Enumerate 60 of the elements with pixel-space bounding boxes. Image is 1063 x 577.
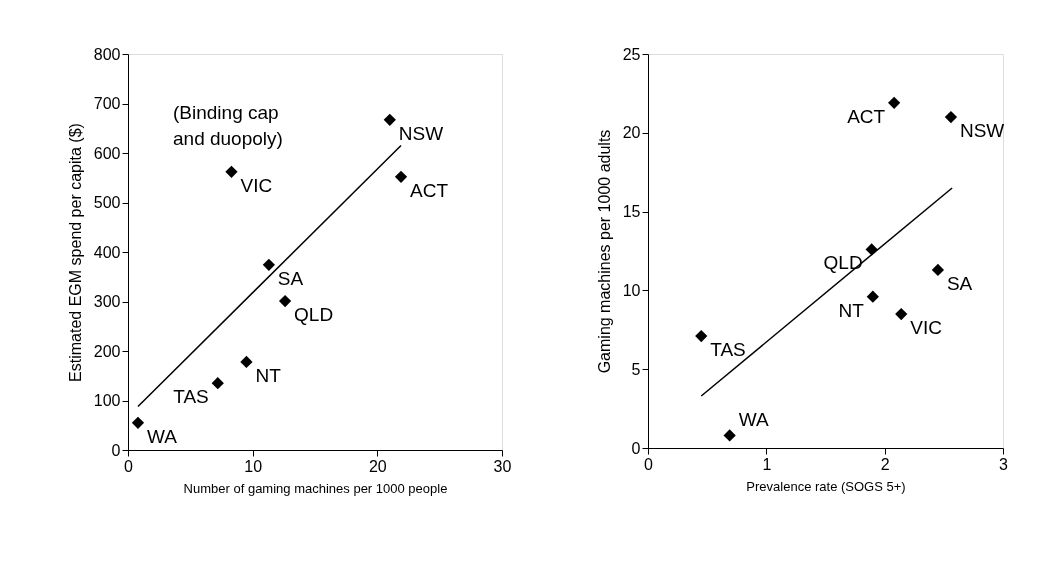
y-tick-label: 400 bbox=[93, 243, 121, 261]
point bbox=[888, 96, 901, 109]
point bbox=[211, 377, 224, 390]
annotation: TAS bbox=[710, 339, 746, 361]
point bbox=[394, 170, 408, 183]
x-tick-label: 30 bbox=[493, 457, 512, 475]
annotation: ACT bbox=[410, 179, 449, 201]
point bbox=[723, 429, 736, 442]
annotation: WA bbox=[738, 409, 769, 431]
x-axis-title: Prevalence rate (SOGS 5+) bbox=[746, 478, 906, 494]
point bbox=[944, 110, 958, 124]
annotation: NSW bbox=[959, 120, 1005, 142]
x-tick-label: 2 bbox=[880, 455, 890, 473]
y-tick-label: 300 bbox=[93, 293, 121, 310]
y-tick-label: 500 bbox=[93, 194, 121, 211]
annotation: QLD bbox=[823, 252, 863, 274]
annotation: NSW bbox=[398, 122, 444, 144]
x-tick-label: 3 bbox=[999, 455, 1009, 473]
x-tick-label: 10 bbox=[244, 457, 263, 475]
x-tick-label: 0 bbox=[644, 455, 654, 473]
y-axis-title: Gaming machines per 1000 adults bbox=[595, 129, 613, 374]
annotation: (Binding cap and duopoly) bbox=[173, 102, 283, 149]
point bbox=[131, 416, 145, 429]
annotation: NT bbox=[838, 299, 865, 321]
point bbox=[865, 243, 878, 256]
annotation: TAS bbox=[173, 386, 209, 408]
y-axis-title: Estimated EGM spend per capita ($) bbox=[66, 123, 84, 382]
annotation: QLD bbox=[294, 304, 334, 326]
y-tick-label: 0 bbox=[111, 441, 121, 459]
y-tick-label: 800 bbox=[93, 45, 121, 63]
annotation: WA bbox=[146, 425, 178, 447]
point bbox=[695, 329, 708, 343]
y-tick-label: 15 bbox=[622, 203, 641, 221]
point bbox=[225, 165, 238, 178]
point bbox=[866, 290, 879, 303]
y-tick-label: 200 bbox=[93, 342, 121, 360]
x-axis-title: Number of gaming machines per 1000 people bbox=[183, 480, 448, 496]
y-tick-label: 100 bbox=[93, 392, 121, 409]
annotation: SA bbox=[277, 267, 304, 289]
point bbox=[262, 258, 275, 271]
annotation: SA bbox=[946, 272, 973, 294]
x-tick-label: 20 bbox=[368, 457, 387, 475]
y-tick-label: 0 bbox=[631, 439, 641, 457]
point bbox=[383, 113, 396, 126]
point bbox=[931, 263, 945, 277]
x-tick-label: 0 bbox=[124, 457, 134, 475]
y-tick-label: 600 bbox=[93, 144, 121, 162]
annotation: NT bbox=[255, 364, 282, 386]
point bbox=[240, 355, 253, 369]
x-tick-label: 1 bbox=[762, 455, 772, 473]
point bbox=[278, 294, 292, 308]
annotation: VIC bbox=[240, 174, 273, 196]
annotation: VIC bbox=[910, 317, 942, 339]
y-tick-label: 700 bbox=[93, 95, 121, 112]
y-tick-label: 20 bbox=[622, 124, 641, 142]
annotation: ACT bbox=[847, 105, 886, 127]
y-tick-label: 10 bbox=[622, 281, 641, 299]
point bbox=[895, 307, 908, 321]
y-tick-label: 5 bbox=[631, 360, 641, 378]
y-tick-label: 25 bbox=[622, 45, 641, 63]
